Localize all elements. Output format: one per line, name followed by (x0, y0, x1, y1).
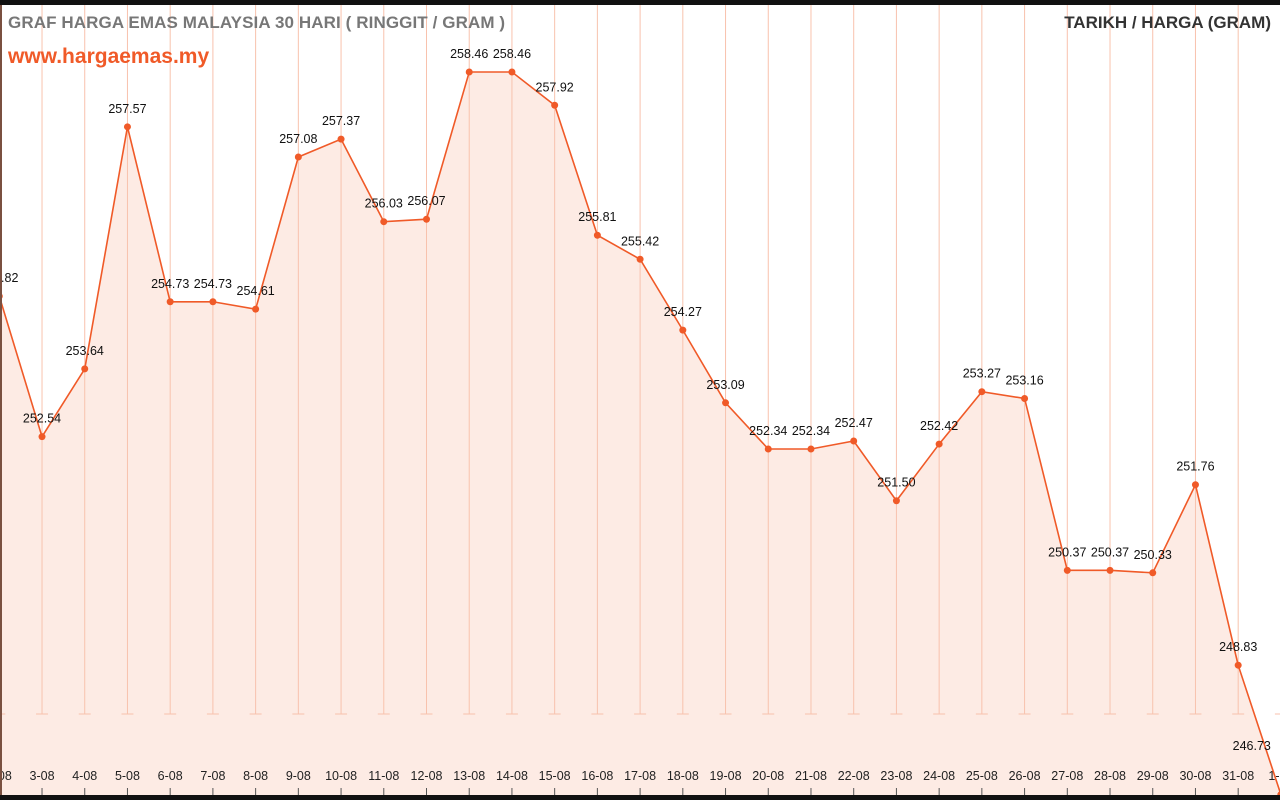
data-label: 248.83 (1219, 640, 1257, 654)
data-point (1149, 569, 1157, 577)
top-bar (0, 0, 1280, 5)
x-tick-label: 25-08 (966, 769, 998, 783)
x-tick-label: 24-08 (923, 769, 955, 783)
website-link[interactable]: www.hargaemas.my (8, 45, 210, 68)
x-tick-label: 8-08 (243, 769, 268, 783)
data-label: 257.08 (279, 132, 317, 146)
data-point (935, 440, 943, 448)
x-tick-label: 19-08 (710, 769, 742, 783)
x-tick-label: 6-08 (158, 769, 183, 783)
data-label: 252.47 (835, 416, 873, 430)
data-point (38, 433, 46, 441)
data-point (636, 255, 644, 263)
data-label: 251.76 (1176, 460, 1214, 474)
data-label: 246.73 (1233, 739, 1271, 753)
data-label: 252.42 (920, 419, 958, 433)
data-point (593, 231, 601, 239)
data-label: 253.16 (1005, 373, 1043, 387)
data-label: 250.33 (1134, 548, 1172, 562)
data-point (1234, 661, 1242, 669)
x-tick-label: 3-08 (30, 769, 55, 783)
left-edge (0, 5, 2, 795)
x-tick-label: 13-08 (453, 769, 485, 783)
axis-legend: TARIKH / HARGA (GRAM) (1064, 13, 1271, 32)
data-label: 252.54 (23, 412, 61, 426)
x-tick-label: 28-08 (1094, 769, 1126, 783)
data-point (166, 298, 174, 306)
data-label: 254.27 (664, 305, 702, 319)
data-label: 254.82 (0, 271, 18, 285)
data-point (850, 437, 858, 445)
data-label: 252.34 (792, 424, 830, 438)
x-tick-label: 14-08 (496, 769, 528, 783)
x-tick-label: 26-08 (1009, 769, 1041, 783)
x-tick-label: 4-08 (72, 769, 97, 783)
data-point (252, 305, 260, 313)
data-point (722, 399, 730, 407)
x-tick-label: 22-08 (838, 769, 870, 783)
data-point (81, 365, 89, 373)
data-point (764, 445, 772, 453)
x-tick-label: 29-08 (1137, 769, 1169, 783)
x-tick-label: 9-08 (286, 769, 311, 783)
data-point (892, 497, 900, 505)
x-tick-label: 2-08 (0, 769, 12, 783)
data-label: 256.03 (365, 197, 403, 211)
data-point (337, 135, 345, 143)
x-tick-label: 27-08 (1051, 769, 1083, 783)
data-point (679, 326, 687, 334)
data-label: 253.64 (66, 344, 104, 358)
x-tick-label: 31-08 (1222, 769, 1254, 783)
x-tick-label: 17-08 (624, 769, 656, 783)
data-label: 251.50 (877, 476, 915, 490)
data-point (1106, 566, 1114, 574)
data-label: 258.46 (493, 47, 531, 61)
data-point (423, 215, 430, 223)
data-label: 252.34 (749, 424, 787, 438)
data-label: 254.61 (237, 284, 275, 298)
x-tick-label: 30-08 (1179, 769, 1211, 783)
x-tick-label: 20-08 (752, 769, 784, 783)
data-point (508, 68, 516, 76)
x-tick-label: 5-08 (115, 769, 140, 783)
chart-title: GRAF HARGA EMAS MALAYSIA 30 HARI ( RINGG… (8, 13, 506, 32)
data-label: 258.46 (450, 47, 488, 61)
data-point (1063, 566, 1071, 574)
x-tick-label: 16-08 (581, 769, 613, 783)
data-label: 256.07 (407, 194, 445, 208)
data-point (123, 123, 131, 131)
x-tick-label: 18-08 (667, 769, 699, 783)
data-label: 253.09 (706, 378, 744, 392)
x-tick-label: 15-08 (539, 769, 571, 783)
x-tick-label: 10-08 (325, 769, 357, 783)
x-tick-label: 21-08 (795, 769, 827, 783)
x-tick-label: 7-08 (200, 769, 225, 783)
data-point (1021, 394, 1029, 402)
x-tick-label: 23-08 (880, 769, 912, 783)
data-point (294, 153, 302, 161)
data-point (465, 68, 473, 76)
data-label: 254.73 (151, 277, 189, 291)
data-label: 257.57 (108, 102, 146, 116)
data-point (380, 218, 388, 226)
data-point (209, 298, 217, 306)
data-point (551, 101, 559, 109)
data-label: 255.81 (578, 210, 616, 224)
data-point (807, 445, 815, 453)
x-tick-label: 11-08 (368, 769, 399, 783)
data-label: 257.92 (536, 80, 574, 94)
data-point (1191, 481, 1199, 489)
data-point (978, 388, 986, 396)
data-label: 253.27 (963, 367, 1001, 381)
bottom-bar (0, 795, 1280, 800)
data-label: 250.37 (1048, 545, 1086, 559)
data-label: 257.37 (322, 114, 360, 128)
data-label: 250.37 (1091, 545, 1129, 559)
data-label: 254.73 (194, 277, 232, 291)
x-tick-label: 12-08 (411, 769, 443, 783)
data-label: 255.42 (621, 234, 659, 248)
